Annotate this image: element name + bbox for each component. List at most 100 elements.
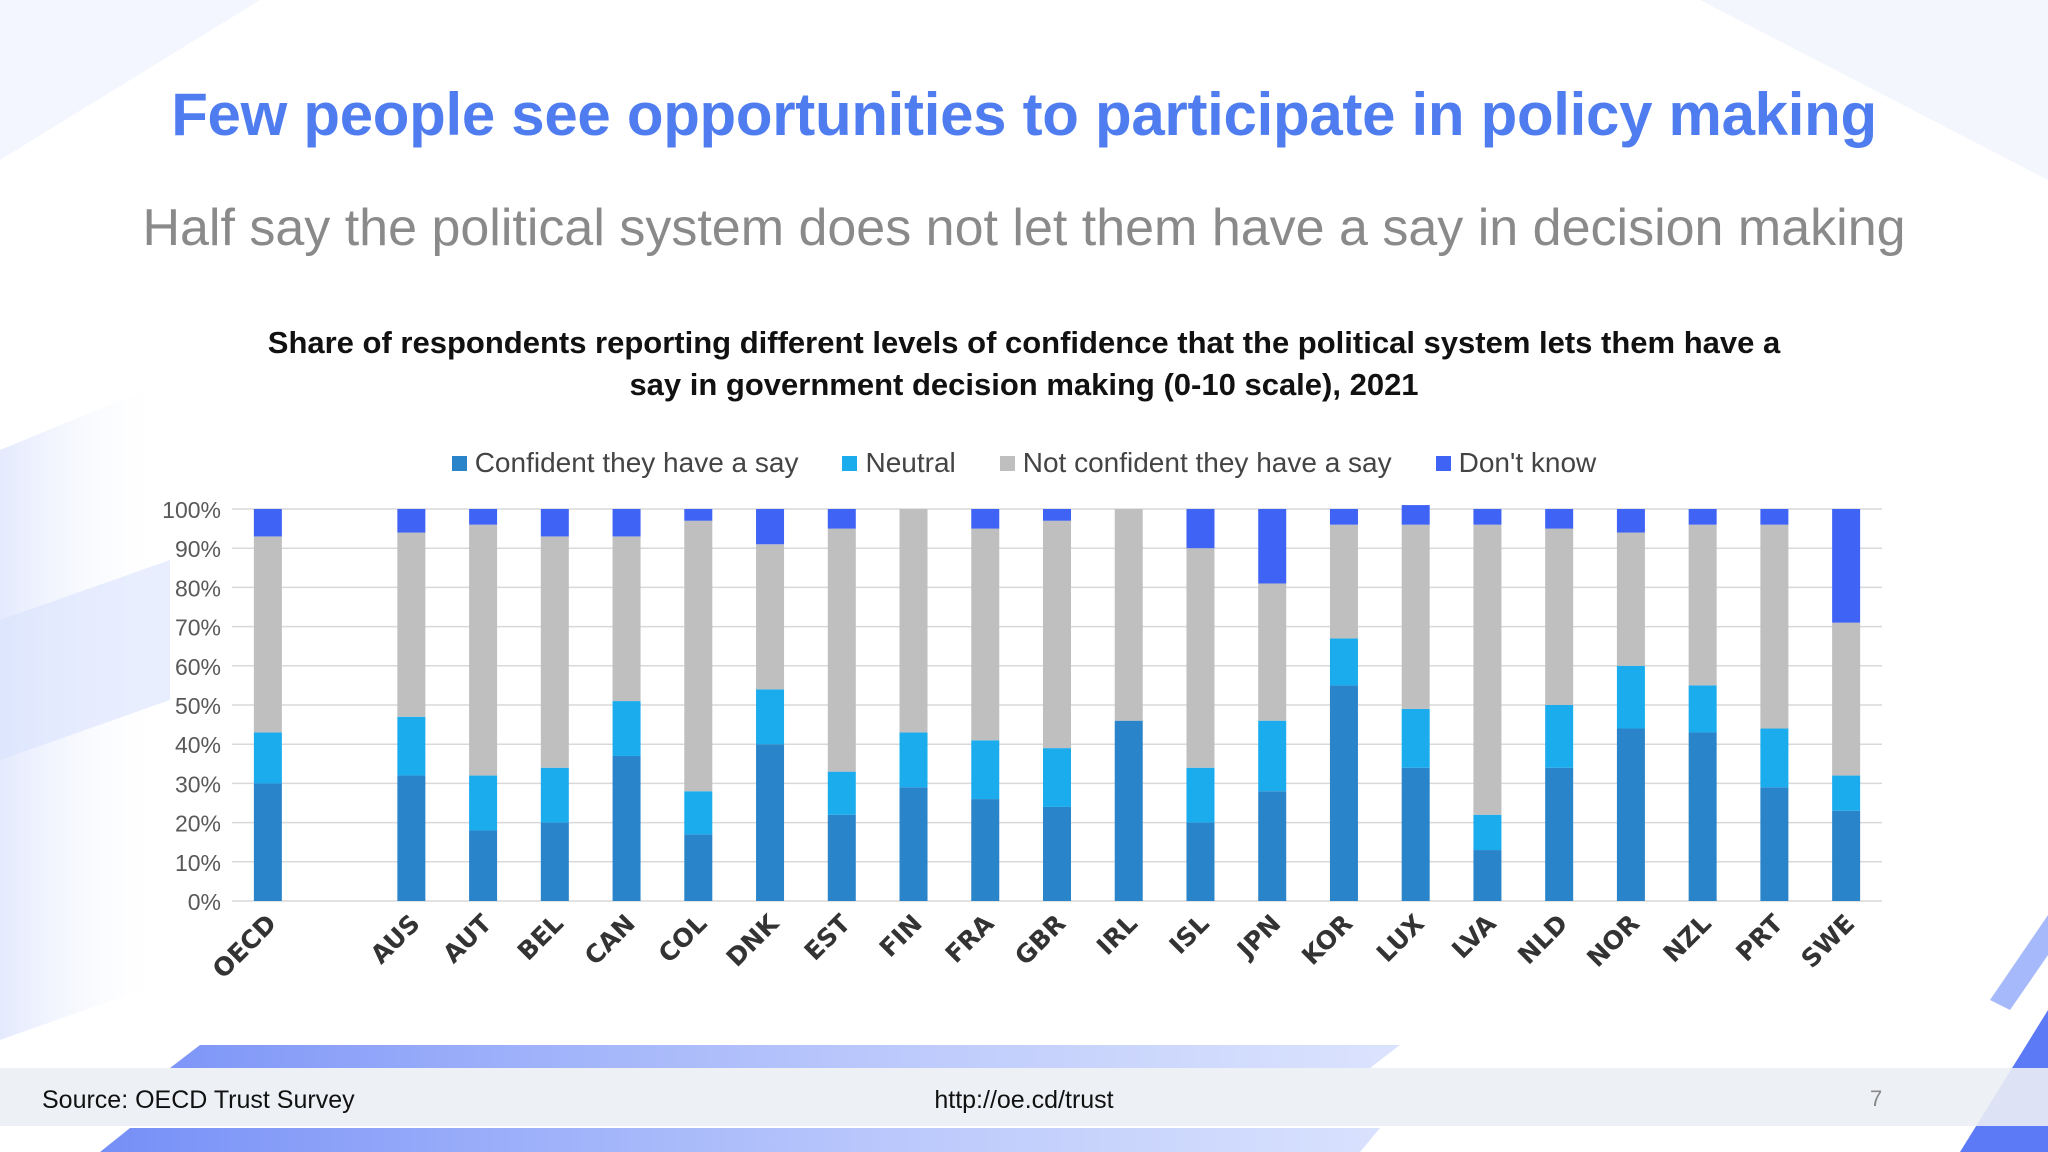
x-tick-label-nld: NLD [1512, 909, 1573, 970]
slide-subheadline: Half say the political system does not l… [142, 199, 1906, 257]
y-tick-label: 90% [175, 536, 221, 562]
bar-segment-dnk-s1 [756, 689, 785, 745]
x-tick-label-est: EST [799, 909, 856, 966]
bar-segment-kor-s1 [1329, 638, 1358, 686]
bar-segment-can-s1 [612, 701, 641, 756]
bar-segment-gbr-s1 [1043, 748, 1071, 807]
x-tick-label-lva: LVA [1446, 908, 1502, 964]
x-tick-label-lux: LUX [1371, 909, 1430, 968]
bar-segment-gbr-s3 [1043, 509, 1071, 521]
x-tick-label-gbr: GBR [1009, 909, 1071, 971]
bar-segment-lva-s0 [1473, 850, 1502, 901]
bar-segment-gbr-s0 [1043, 806, 1071, 901]
legend-label-confident: Confident they have a say [474, 447, 799, 478]
bar-segment-fin-s0 [899, 787, 928, 901]
bar-segment-can-s3 [612, 509, 641, 537]
bar-segment-nzl-s0 [1688, 732, 1717, 901]
bar-segment-isl-s2 [1186, 548, 1215, 768]
x-tick-label-bel: BEL [512, 909, 569, 966]
bar-segment-jpn-s1 [1258, 720, 1287, 792]
bar-segment-aus-s0 [397, 775, 426, 901]
bar-segment-fra-s3 [971, 509, 1000, 529]
bar-segment-est-s0 [827, 814, 856, 901]
bar-segment-oecd-s3 [253, 509, 282, 537]
bar-segment-col-s0 [684, 834, 713, 901]
bar-segment-dnk-s2 [756, 544, 785, 690]
bar-segment-nor-s0 [1616, 728, 1645, 901]
bar-segment-fra-s1 [971, 740, 1000, 800]
bar-segment-col-s3 [684, 509, 713, 521]
bar-segment-prt-s1 [1760, 728, 1789, 788]
legend-label-dont-know: Don't know [1458, 447, 1597, 478]
bar-segment-jpn-s0 [1258, 791, 1287, 901]
footer-link-text[interactable]: http://oe.cd/trust [934, 1086, 1114, 1114]
bar-segment-nor-s1 [1616, 665, 1645, 729]
bar-segment-aut-s1 [469, 775, 498, 831]
legend-item-not-confident: Not confident they have a say [999, 447, 1392, 479]
y-tick-label: 100% [162, 497, 221, 523]
bar-segment-nld-s2 [1545, 528, 1574, 705]
chart-title: Share of respondents reporting different… [267, 325, 1781, 402]
bar-segment-swe-s3 [1832, 509, 1861, 623]
bar-segment-kor-s0 [1329, 685, 1358, 901]
y-tick-label: 0% [188, 889, 221, 915]
bar-segment-jpn-s3 [1258, 509, 1287, 584]
bar-segment-kor-s2 [1329, 524, 1358, 639]
x-tick-label-oecd: OECD [207, 909, 282, 984]
bar-segment-aus-s2 [397, 532, 426, 717]
x-tick-label-fra: FRA [940, 908, 1000, 968]
y-tick-label: 60% [175, 654, 221, 680]
bar-segment-lva-s3 [1473, 509, 1502, 525]
bar-segment-swe-s2 [1832, 622, 1861, 776]
x-tick-label-swe: SWE [1796, 909, 1861, 974]
x-tick-label-prt: PRT [1730, 909, 1788, 967]
bar-segment-fra-s0 [971, 799, 1000, 901]
bar-segment-est-s3 [827, 509, 856, 529]
legend-swatch-dont-know [1435, 455, 1451, 471]
bar-segment-fra-s2 [971, 528, 1000, 741]
bar-segment-swe-s1 [1832, 775, 1861, 811]
legend-swatch-confident [451, 455, 467, 471]
bar-segment-nor-s2 [1616, 532, 1645, 666]
bar-segment-oecd-s2 [253, 536, 282, 733]
bar-segment-bel-s2 [540, 536, 569, 768]
y-tick-label: 80% [175, 575, 221, 601]
legend-swatch-neutral [842, 455, 858, 471]
bar-segment-nzl-s3 [1688, 509, 1717, 525]
bar-segment-lva-s1 [1473, 814, 1502, 851]
x-tick-label-nor: NOR [1581, 909, 1645, 973]
x-tick-label-irl: IRL [1091, 909, 1143, 961]
bar-segment-lux-s0 [1401, 767, 1430, 901]
bar-segment-est-s2 [827, 528, 856, 772]
slide-headline: Few people see opportunities to particip… [171, 81, 1877, 148]
footer-band [0, 1068, 2048, 1126]
bar-segment-nor-s3 [1616, 509, 1645, 533]
bar-segment-est-s1 [827, 771, 856, 815]
x-tick-label-fin: FIN [874, 909, 928, 963]
bar-segment-bel-s3 [540, 509, 569, 537]
bar-segment-nld-s0 [1545, 767, 1574, 901]
bar-segment-swe-s0 [1832, 810, 1861, 901]
y-tick-label: 10% [175, 850, 221, 876]
bar-segment-isl-s3 [1186, 509, 1215, 549]
footer-link[interactable]: http://oe.cd/trust [0, 1086, 2048, 1115]
page-number: 7 [1870, 1086, 1883, 1111]
x-tick-label-aus: AUS [365, 909, 426, 970]
bar-segment-can-s2 [612, 536, 641, 702]
x-tick-label-isl: ISL [1164, 909, 1215, 960]
bar-segment-nzl-s2 [1688, 524, 1717, 686]
bar-segment-dnk-s3 [756, 509, 785, 545]
footer-source: Source: OECD Trust Survey [42, 1086, 355, 1114]
legend-swatch-not-confident [999, 455, 1015, 471]
x-tick-label-kor: KOR [1296, 909, 1358, 971]
bar-segment-jpn-s2 [1258, 583, 1287, 721]
bar-segment-fin-s2 [899, 509, 928, 733]
bar-segment-aut-s3 [469, 509, 498, 525]
bar-segment-isl-s0 [1186, 822, 1215, 901]
bar-segment-aus-s1 [397, 716, 426, 776]
x-tick-label-aut: AUT [437, 909, 497, 969]
bar-segment-prt-s2 [1760, 524, 1789, 729]
x-tick-label-dnk: DNK [721, 908, 786, 973]
chart-legend: Confident they have a say Neutral Not co… [0, 447, 2048, 479]
bar-segment-lux-s1 [1401, 708, 1430, 768]
